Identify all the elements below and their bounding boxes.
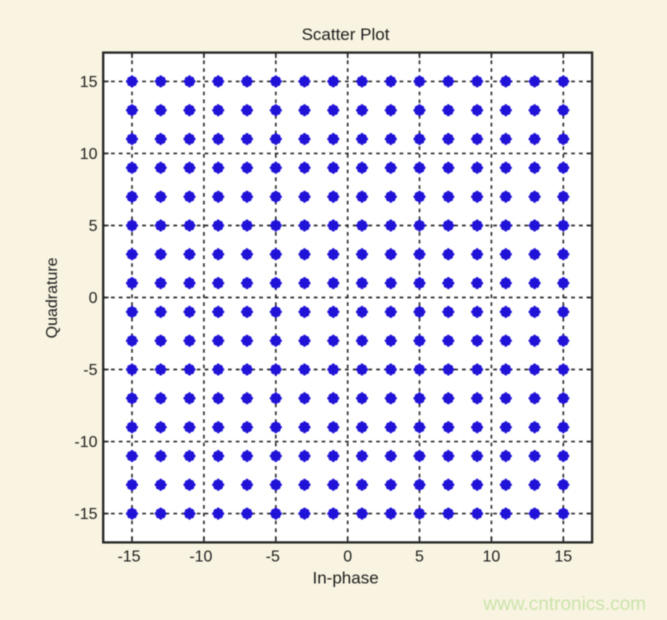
- svg-text:5: 5: [415, 549, 424, 566]
- svg-text:10: 10: [80, 146, 98, 163]
- svg-text:15: 15: [80, 74, 98, 91]
- svg-text:-10: -10: [189, 549, 212, 566]
- svg-text:10: 10: [483, 549, 501, 566]
- svg-text:-5: -5: [266, 549, 280, 566]
- svg-text:15: 15: [554, 549, 572, 566]
- svg-text:-5: -5: [83, 362, 97, 379]
- svg-text:-15: -15: [117, 549, 140, 566]
- svg-text:0: 0: [343, 549, 352, 566]
- svg-text:5: 5: [89, 218, 98, 235]
- svg-text:Scatter Plot: Scatter Plot: [302, 25, 390, 44]
- svg-text:In-phase: In-phase: [313, 569, 379, 588]
- svg-text:0: 0: [89, 290, 98, 307]
- svg-text:www.cntronics.com: www.cntronics.com: [482, 594, 646, 615]
- svg-text:-10: -10: [74, 434, 97, 451]
- svg-text:-15: -15: [74, 506, 97, 523]
- svg-text:Quadrature: Quadrature: [44, 257, 61, 338]
